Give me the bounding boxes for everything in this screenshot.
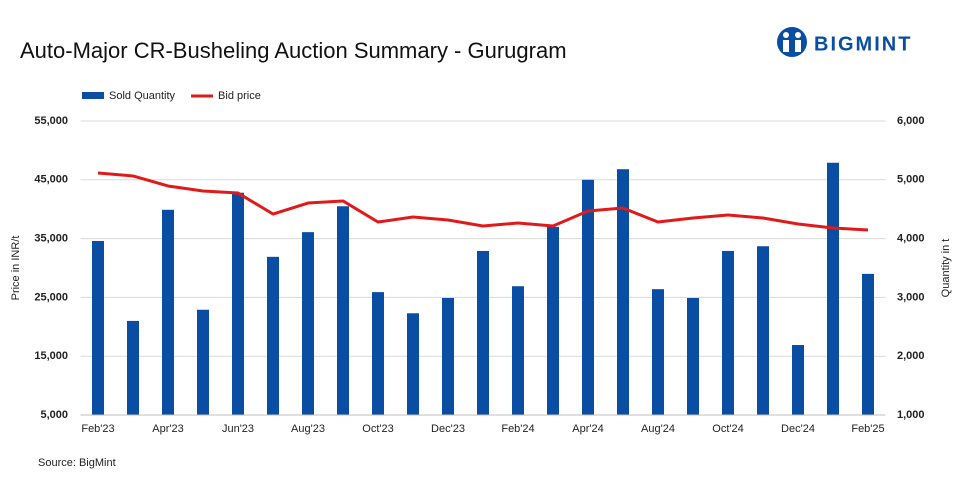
y-tick-label: 45,000 <box>34 174 68 186</box>
y-tick-label: 25,000 <box>34 291 68 303</box>
logo-icon <box>777 27 807 57</box>
x-tick-label: Dec'24 <box>781 423 815 435</box>
bar <box>582 179 594 415</box>
x-tick-label: Feb'25 <box>851 423 884 435</box>
bar <box>302 232 314 415</box>
y-axis-label: Price in INR/t <box>10 236 22 301</box>
x-tick-label: Oct'23 <box>362 423 393 435</box>
bar <box>792 345 804 415</box>
bar <box>617 169 629 415</box>
y-tick-label: 35,000 <box>34 233 68 245</box>
source: Source: BigMint <box>38 457 116 469</box>
bar <box>512 286 524 415</box>
bar <box>442 297 454 415</box>
legend-swatch <box>82 92 104 99</box>
x-tick-label: Feb'24 <box>501 423 534 435</box>
bar <box>757 246 769 415</box>
bar <box>687 297 699 415</box>
chart-title: Auto-Major CR-Busheling Auction Summary … <box>20 38 567 63</box>
y2-tick-label: 4,000 <box>897 233 925 245</box>
y2-tick-label: 2,000 <box>897 350 925 362</box>
y2-tick-label: 1,000 <box>897 409 925 421</box>
y-tick-label: 55,000 <box>34 115 68 127</box>
bar <box>92 240 104 415</box>
bar <box>267 256 279 415</box>
x-tick-label: Dec'23 <box>431 423 465 435</box>
bar <box>407 313 419 415</box>
bar <box>722 250 734 415</box>
bar <box>862 273 874 415</box>
bar <box>127 320 139 415</box>
x-tick-label: Feb'23 <box>81 423 114 435</box>
y2-tick-label: 5,000 <box>897 174 925 186</box>
x-tick-label: Apr'24 <box>572 423 603 435</box>
x-tick-label: Aug'23 <box>291 423 325 435</box>
y2-axis-label: Quantity in t <box>940 239 952 298</box>
bar <box>232 192 244 415</box>
legend-label: Bid price <box>218 90 261 102</box>
y-tick-label: 15,000 <box>34 350 68 362</box>
legend-label: Sold Quantity <box>109 90 176 102</box>
bar <box>162 209 174 415</box>
bar <box>547 226 559 415</box>
y2-tick-label: 6,000 <box>897 115 925 127</box>
x-tick-label: Jun'23 <box>222 423 254 435</box>
bar <box>652 289 664 415</box>
x-tick-label: Apr'23 <box>152 423 183 435</box>
bar <box>477 250 489 415</box>
line <box>97 171 869 232</box>
bar <box>337 206 349 415</box>
x-tick-label: Oct'24 <box>712 423 743 435</box>
bar <box>197 309 209 415</box>
y-tick-label: 5,000 <box>40 409 68 421</box>
x-tick-label: Aug'24 <box>641 423 675 435</box>
y2-tick-label: 3,000 <box>897 291 925 303</box>
bar <box>372 292 384 415</box>
logo-text: BIGMINT <box>814 33 912 55</box>
bar <box>827 162 839 415</box>
